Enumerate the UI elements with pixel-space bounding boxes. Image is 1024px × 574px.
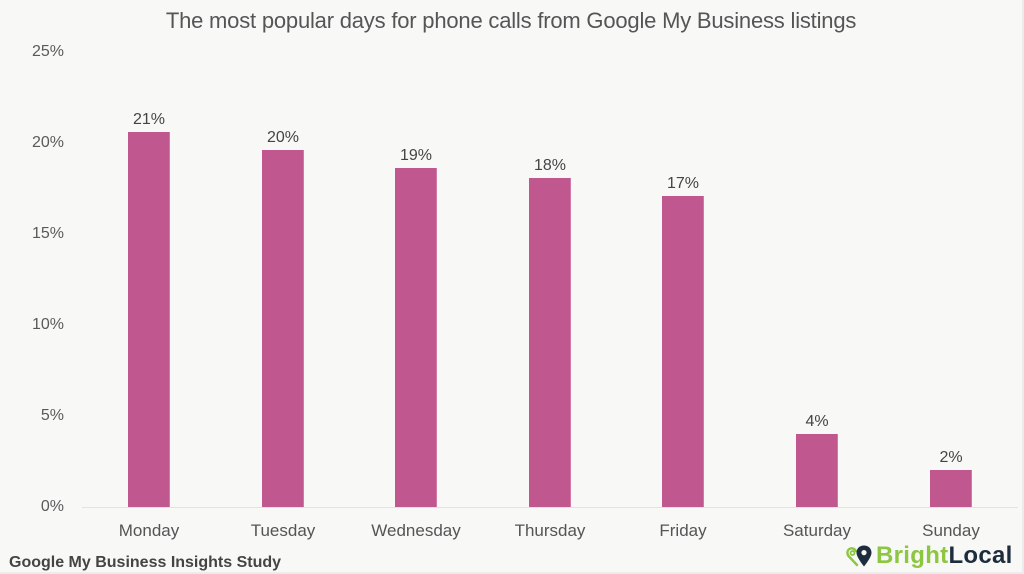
x-tick-label: Tuesday <box>250 521 316 540</box>
y-tick-label: 25% <box>31 43 64 60</box>
x-tick-label: Wednesday <box>371 521 461 540</box>
bar-monday <box>128 132 170 507</box>
bar-saturday <box>796 434 838 507</box>
y-tick-label: 15% <box>31 225 64 242</box>
bar-value-label: 20% <box>266 129 300 146</box>
bar-value-label: 19% <box>399 147 433 164</box>
bar-value-label: 2% <box>939 449 963 466</box>
brightlocal-logo: Bright Local <box>846 542 1013 569</box>
heart-map-pin-icon <box>846 545 872 567</box>
x-tick-label: Monday <box>118 521 180 540</box>
bar-value-label: 21% <box>132 111 166 128</box>
x-tick-label: Friday <box>659 521 707 540</box>
x-axis-line <box>82 507 1018 508</box>
logo-text-bright: Bright <box>876 542 949 569</box>
y-tick-label: 10% <box>31 316 64 333</box>
bar-wednesday <box>395 168 437 507</box>
bar-value-label: 17% <box>666 175 700 192</box>
x-tick-label: Saturday <box>782 521 852 540</box>
y-tick-label: 0% <box>40 498 64 515</box>
bar-value-label: 18% <box>533 157 567 174</box>
y-tick-label: 20% <box>31 134 64 151</box>
bar-tuesday <box>262 150 304 507</box>
bar-value-label: 4% <box>805 413 829 430</box>
source-caption: Google My Business Insights Study <box>9 554 282 571</box>
x-tick-label: Sunday <box>922 521 980 540</box>
bar-thursday <box>529 178 571 507</box>
y-tick-label: 5% <box>40 407 64 424</box>
x-tick-label: Thursday <box>514 521 586 540</box>
bar-sunday <box>930 470 972 507</box>
chart-title: The most popular days for phone calls fr… <box>165 8 857 33</box>
logo-text-local: Local <box>948 542 1013 569</box>
bar-friday <box>662 196 704 507</box>
